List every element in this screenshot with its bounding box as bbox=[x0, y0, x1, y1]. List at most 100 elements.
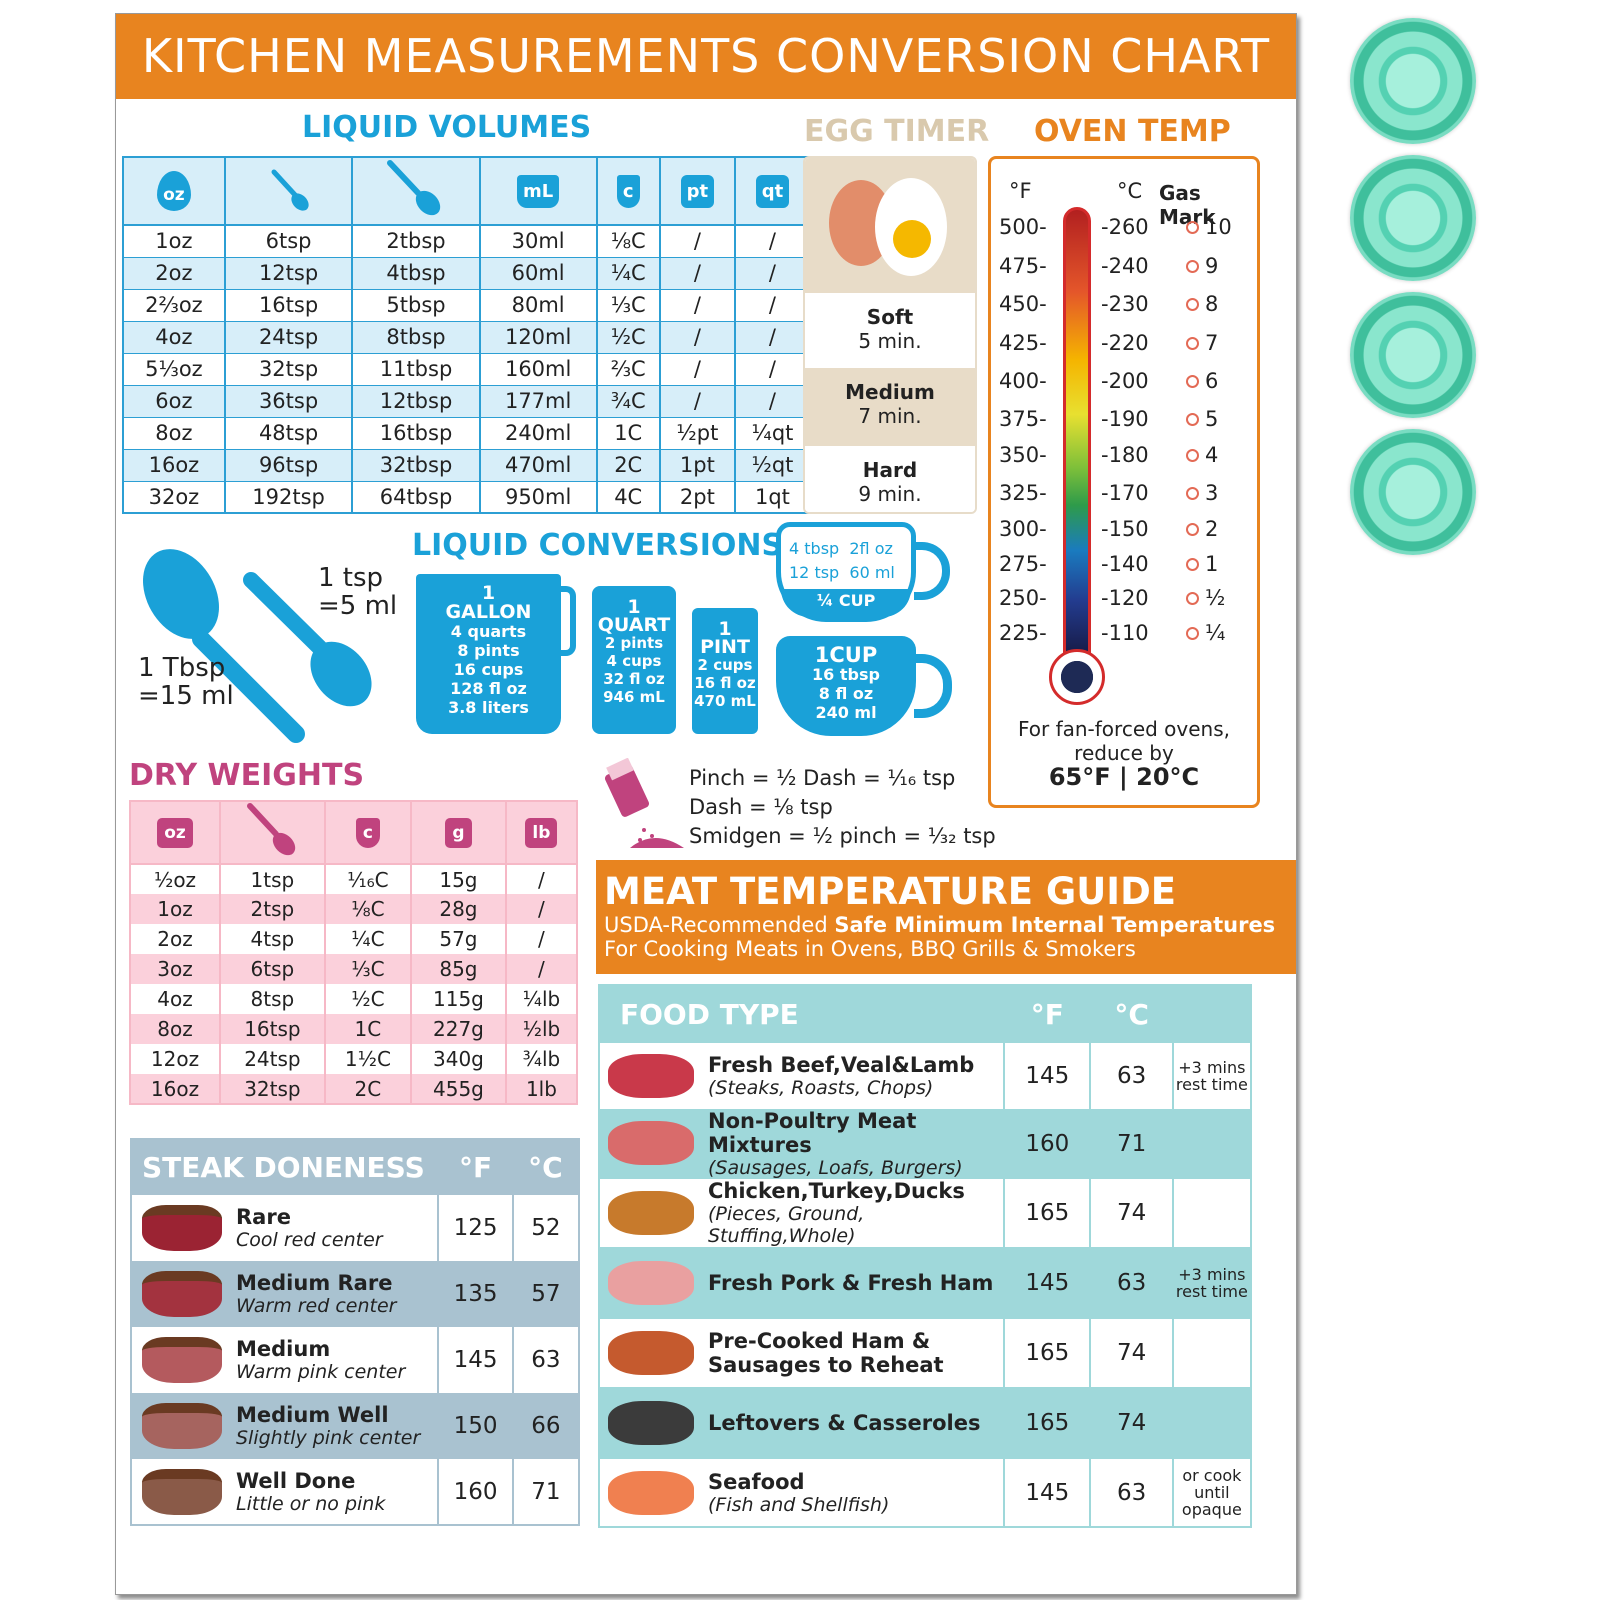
table-cell: 1C bbox=[595, 417, 661, 450]
table-cell: 1½C bbox=[323, 1044, 412, 1074]
gas-mark-value: 10 bbox=[1205, 215, 1232, 239]
gas-mark-value: 4 bbox=[1205, 443, 1219, 467]
food-detail: (Fish and Shellfish) bbox=[708, 1493, 890, 1516]
thermometer-bulb bbox=[1049, 649, 1105, 705]
oven-f-value: 250- bbox=[999, 586, 1047, 610]
table-cell: 16oz bbox=[128, 1074, 221, 1104]
table-row: 6oz 36tsp 12tbsp 177ml ¾C / / bbox=[122, 385, 812, 418]
table-cell: ½lb bbox=[504, 1014, 577, 1044]
table-cell: 1tsp bbox=[219, 864, 325, 894]
table-cell: 8oz bbox=[128, 1014, 221, 1044]
steak-temp-f: 160 bbox=[437, 1459, 513, 1525]
gas-mark-value: 1 bbox=[1205, 552, 1219, 576]
steak-icon bbox=[142, 1469, 222, 1515]
conversion-line: 2 pints bbox=[604, 634, 664, 652]
food-name: Non-Poultry Meat Mixtures bbox=[708, 1109, 917, 1157]
temp-c: 63 bbox=[1089, 1459, 1173, 1527]
temp-c: 74 bbox=[1089, 1179, 1173, 1247]
table-cell: 6tsp bbox=[219, 954, 325, 984]
food-name: Chicken,Turkey,Ducks bbox=[708, 1179, 965, 1203]
table-cell: 30ml bbox=[478, 225, 598, 258]
table-cell: 455g bbox=[410, 1074, 506, 1104]
table-cell: 160ml bbox=[478, 353, 598, 386]
food-icon bbox=[608, 1401, 694, 1445]
food-icon bbox=[608, 1191, 694, 1235]
table-cell: 240ml bbox=[478, 417, 598, 450]
table-row: 32oz 192tsp 64tbsp 950ml 4C 2pt 1qt bbox=[122, 481, 812, 514]
table-cell: / bbox=[733, 257, 812, 290]
temp-c: 71 bbox=[1089, 1109, 1173, 1179]
table-cell: 24tsp bbox=[223, 321, 354, 354]
food-type-cell: Seafood (Fish and Shellfish) bbox=[597, 1459, 1005, 1527]
food-icon bbox=[608, 1471, 694, 1515]
conversion-line: 2 cups bbox=[697, 656, 753, 674]
table-cell: 4oz bbox=[122, 321, 226, 354]
doneness-name: Medium bbox=[236, 1337, 331, 1361]
conversion-line: 128 fl oz bbox=[450, 679, 527, 698]
quart-carton: 1 QUART 2 pints 4 cups 32 fl oz 946 mL bbox=[592, 586, 676, 734]
table-row: 1oz 6tsp 2tbsp 30ml ⅛C / / bbox=[122, 225, 812, 258]
steak-doneness-header: STEAK DONENESS bbox=[131, 1139, 439, 1195]
doneness-name: Well Done bbox=[236, 1468, 356, 1493]
egg-icon bbox=[805, 158, 975, 293]
oven-c-value: -150 bbox=[1101, 517, 1149, 541]
table-cell: / bbox=[733, 385, 812, 418]
table-cell: 6tsp bbox=[223, 225, 354, 258]
table-row: Pre-Cooked Ham & Sausages to Reheat 165 74 bbox=[597, 1319, 1251, 1387]
steak-temp-c: 71 bbox=[511, 1459, 579, 1525]
table-cell: ½qt bbox=[733, 449, 812, 482]
flame-icon bbox=[1186, 260, 1199, 273]
table-cell: 2oz bbox=[128, 924, 221, 954]
doneness-detail: Little or no pink bbox=[236, 1492, 386, 1515]
flame-icon bbox=[1186, 523, 1199, 536]
table-cell: 8tbsp bbox=[351, 321, 481, 354]
liquid-volumes-table: oz mL c pt qt 1oz 6tsp 2tbsp 30ml ⅛C //2oz 12t… bbox=[122, 156, 812, 514]
meat-f-header: °F bbox=[1004, 985, 1091, 1043]
table-row: 4oz 8tsp ½C 115g ¼lb bbox=[128, 984, 577, 1014]
liquid-volumes-title: LIQUID VOLUMES bbox=[302, 110, 592, 145]
gas-mark-value: 8 bbox=[1205, 292, 1219, 316]
table-cell: ¼C bbox=[595, 257, 661, 290]
oven-c-value: -240 bbox=[1101, 254, 1149, 278]
table-cell: 470ml bbox=[478, 449, 598, 482]
temp-c: 63 bbox=[1089, 1247, 1173, 1319]
table-cell: 2pt bbox=[658, 481, 736, 514]
table-row: 1oz 2tsp ⅛C 28g / bbox=[128, 894, 577, 924]
flame-icon bbox=[1186, 413, 1199, 426]
oven-f-value: 300- bbox=[999, 517, 1047, 541]
oven-temp-title: OVEN TEMP bbox=[1034, 114, 1231, 149]
flame-icon bbox=[1186, 375, 1199, 388]
oven-f-value: 325- bbox=[999, 481, 1047, 505]
gallon-handle bbox=[556, 586, 576, 656]
table-cell: 36tsp bbox=[223, 385, 354, 418]
table-cell: 85g bbox=[410, 954, 506, 984]
conversion-line: 16 fl oz bbox=[694, 674, 756, 692]
table-cell: 2tsp bbox=[219, 894, 325, 924]
flame-icon bbox=[1186, 221, 1199, 234]
table-cell: ⅟₁₆C bbox=[323, 864, 412, 894]
doneness-name: Medium Well bbox=[236, 1403, 389, 1427]
temp-f: 160 bbox=[1003, 1109, 1091, 1179]
table-row: Medium Well Slightly pink center 150 66 bbox=[129, 1393, 579, 1459]
table-cell: 11tbsp bbox=[351, 353, 481, 386]
table-row: Seafood (Fish and Shellfish) 145 63 or cook … bbox=[597, 1459, 1251, 1527]
table-cell: 12tsp bbox=[223, 257, 354, 290]
egg-row: Hard 9 min. bbox=[805, 446, 975, 512]
oz-icon: oz bbox=[122, 156, 226, 226]
spoon-icon bbox=[219, 800, 326, 865]
table-cell: 4tsp bbox=[219, 924, 325, 954]
gas-mark-value: 9 bbox=[1205, 254, 1219, 278]
doneness-detail: Slightly pink center bbox=[236, 1427, 421, 1449]
food-type-cell: Non-Poultry Meat Mixtures (Sausages, Loaf… bbox=[597, 1109, 1005, 1179]
table-cell: 950ml bbox=[478, 481, 598, 514]
conversion-line: 3.8 liters bbox=[448, 698, 529, 717]
oven-f-value: 475- bbox=[999, 254, 1047, 278]
conversion-line: 470 mL bbox=[694, 692, 756, 710]
steak-temp-c: 63 bbox=[511, 1327, 579, 1393]
table-row: 2oz 4tsp ¼C 57g / bbox=[128, 924, 577, 954]
conversion-line: 1 bbox=[627, 596, 641, 618]
table-cell: 6oz bbox=[122, 385, 226, 418]
table-cell: 15g bbox=[410, 864, 506, 894]
pint-icon: pt bbox=[658, 156, 736, 226]
oven-c-value: -140 bbox=[1101, 552, 1149, 576]
